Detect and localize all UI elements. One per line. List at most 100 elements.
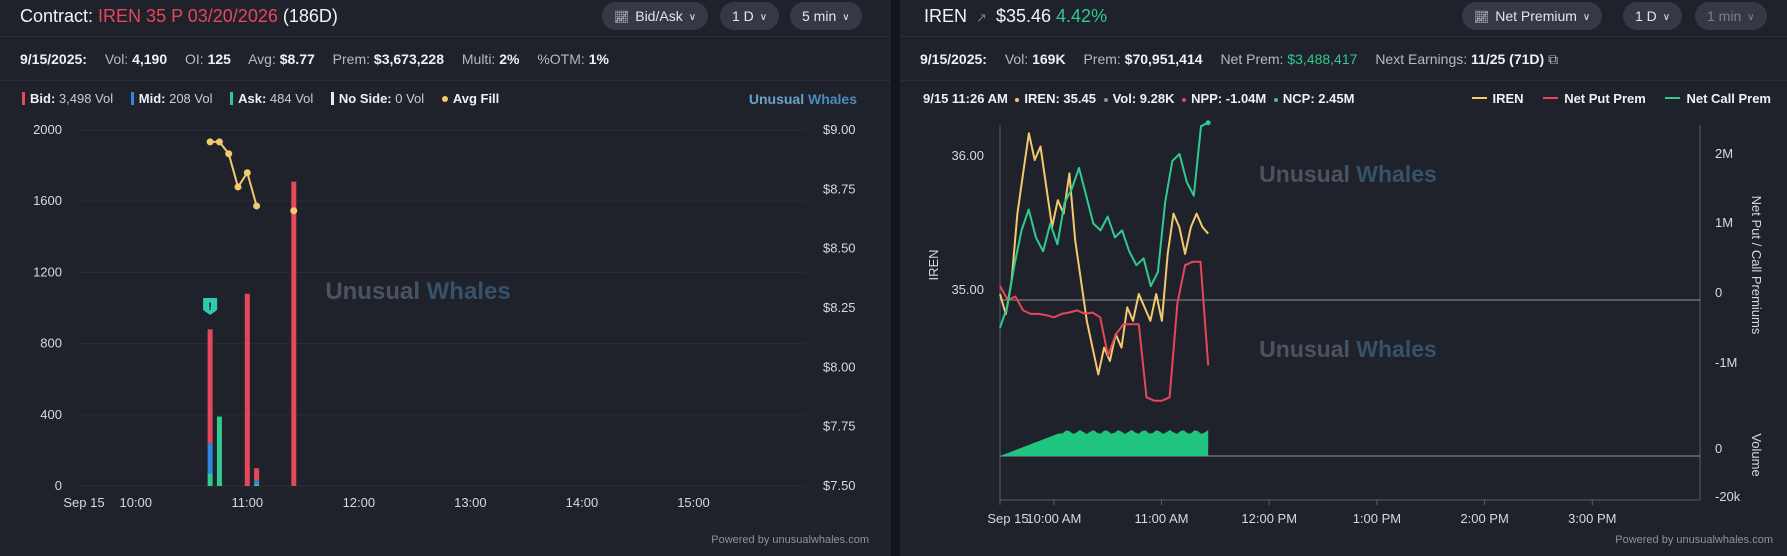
powered-by-link[interactable]: Powered by unusualwhales.com: [711, 534, 869, 546]
volume-bar-ask: [207, 473, 213, 486]
legend-name: Mid:: [138, 91, 166, 106]
stat-value: 169K: [1032, 51, 1066, 67]
contract-days-to-expiry: (186D): [282, 6, 338, 26]
price-axis-tick-label: $8.75: [823, 181, 856, 196]
legend-avg-fill[interactable]: Avg Fill: [441, 91, 499, 106]
chart-line-icon: 📈︎: [614, 10, 630, 24]
stat-avg-price: Avg: $8.77: [248, 51, 315, 67]
x-axis-tick-label: 10:00: [119, 495, 152, 510]
x-axis-tick-label: 11:00: [232, 495, 264, 510]
interval-label: 1 min: [1707, 8, 1742, 24]
stat-next-earnings[interactable]: Next Earnings: 11/25 (71D) ⧉: [1375, 51, 1558, 67]
watermark-text: Unusual Whales: [325, 278, 510, 305]
npp-dot: [1182, 98, 1187, 102]
series-legend: IREN Net Put Prem Net Call Prem: [1456, 88, 1771, 110]
iren-dot: [1015, 98, 1020, 102]
x-axis-tick-label: 13:00: [454, 495, 487, 510]
bid-ask-chart[interactable]: 2000 1600 1200 800 400 0 $9.00 $8.75 $8.50 $8.25 $…: [0, 0, 891, 556]
price-axis-tick-label: $8.25: [823, 300, 856, 315]
net-premium-chart[interactable]: 36.00 35.00 IREN 2M 1M 0 -1M Net Put / Call Pre…: [900, 0, 1787, 556]
volume-bar-bid: [254, 468, 260, 481]
legend-dot: [441, 96, 448, 102]
legend-net-put-prem[interactable]: Net Put Prem: [1543, 91, 1646, 106]
avg-fill-point: [253, 202, 261, 210]
avg-fill-point: [215, 138, 223, 146]
hover-point: [1205, 120, 1211, 126]
legend-mid[interactable]: Mid: 208 Vol: [130, 91, 212, 106]
brand-part: Whales: [807, 91, 857, 107]
stat-label: OI:: [185, 51, 204, 67]
legend-name: Net Call Prem: [1686, 91, 1771, 106]
panel-divider: [891, 0, 900, 556]
x-axis-tick-label: 12:00 PM: [1241, 511, 1297, 526]
x-axis-tick-label: 3:00 PM: [1568, 511, 1616, 526]
legend-line: [1543, 97, 1559, 99]
x-axis-tick-label: 11:00 AM: [1135, 511, 1189, 526]
stat-value: $70,951,414: [1124, 51, 1203, 67]
chart-mode-dropdown[interactable]: 📈︎ Net Premium ∨: [1462, 2, 1603, 30]
powered-by-link[interactable]: Powered by unusualwhales.com: [1615, 534, 1773, 546]
y-axis-tick-label: 2000: [33, 122, 62, 137]
legend-swatch: [230, 92, 234, 105]
ticker-header: IREN ↗ $35.46 4.42% 📈︎ Net Premium ∨ 1 D ∨ …: [900, 0, 1787, 35]
hover-iren: IREN: 35.45: [1024, 91, 1096, 106]
price-axis-tick-label: $9.00: [823, 122, 856, 137]
timeframe-dropdown[interactable]: 1 D ∨: [720, 2, 780, 30]
legend-name: Net Put Prem: [1564, 91, 1646, 106]
avg-fill-point: [225, 150, 233, 158]
x-axis-tick-label: 2:00 PM: [1460, 511, 1508, 526]
legend-bid[interactable]: Bid: 3,498 Vol: [22, 91, 113, 106]
avg-fill-point: [234, 183, 242, 191]
legend-no-side[interactable]: No Side: 0 Vol: [330, 91, 425, 106]
price-axis-tick-label: $7.75: [823, 419, 856, 434]
timeframe-label: 1 D: [1635, 8, 1657, 24]
external-link-icon[interactable]: ⧉: [1548, 51, 1559, 67]
series-line-net-put-prem: [999, 260, 1210, 402]
x-axis-tick-label: 14:00: [566, 495, 599, 510]
net-premium-panel: IREN ↗ $35.46 4.42% 📈︎ Net Premium ∨ 1 D ∨ …: [900, 0, 1787, 556]
contract-symbol[interactable]: IREN 35 P 03/20/2026: [98, 6, 278, 26]
legend-value: 484 Vol: [269, 91, 314, 106]
alert-icon: [203, 298, 218, 315]
price-axis-tick-label: $8.50: [823, 241, 856, 256]
contract-chart-panel: Contract: IREN 35 P 03/20/2026 (186D) 📈︎…: [0, 0, 891, 556]
x-axis-tick-label: Sep 15: [63, 495, 104, 510]
timeframe-dropdown[interactable]: 1 D ∨: [1623, 2, 1683, 30]
volume-bar-ask: [254, 484, 260, 486]
external-link-icon[interactable]: ↗: [976, 10, 987, 25]
stat-value: 4,190: [132, 51, 168, 67]
legend-name: Bid:: [30, 91, 56, 106]
legend-swatch: [22, 92, 25, 105]
stat-net-premium: Net Prem: $3,488,417: [1220, 51, 1357, 67]
stat-label: Next Earnings:: [1375, 51, 1468, 67]
chart-type-dropdown[interactable]: 📈︎ Bid/Ask ∨: [602, 2, 709, 30]
legend-iren[interactable]: IREN: [1471, 91, 1524, 106]
legend-value: 0 Vol: [395, 91, 425, 106]
ticker-symbol[interactable]: IREN: [924, 6, 968, 26]
stat-label: Prem:: [1083, 51, 1121, 67]
brand-part: Unusual: [748, 91, 805, 107]
interval-dropdown[interactable]: 5 min ∨: [790, 2, 862, 30]
chevron-down-icon: ∨: [688, 12, 697, 23]
stats-date: 9/15/2025:: [920, 51, 987, 67]
stat-pct-otm: %OTM: 1%: [537, 51, 609, 67]
chart-type-label: Bid/Ask: [635, 8, 683, 24]
x-axis-tick-label: 12:00: [343, 495, 376, 510]
chart-mode-label: Net Premium: [1495, 8, 1577, 24]
volume-bar-bid: [207, 329, 213, 444]
chevron-down-icon: ∨: [1747, 12, 1755, 23]
stat-value: $8.77: [279, 51, 315, 67]
legend-net-call-prem[interactable]: Net Call Prem: [1665, 91, 1771, 106]
contract-label: Contract:: [20, 6, 94, 26]
legend-ask[interactable]: Ask: 484 Vol: [230, 91, 313, 106]
ncp-dot: [1273, 98, 1278, 102]
interval-label: 5 min: [802, 8, 837, 24]
legend-line: [1471, 97, 1487, 99]
volume-bar-bid: [244, 293, 250, 486]
interval-dropdown[interactable]: 1 min ∨: [1695, 2, 1767, 30]
price-axis-tick-label: 36.00: [951, 148, 984, 163]
volume-axis-tick-label: 0: [1715, 441, 1722, 456]
ticker-stats-bar: 9/15/2025: Vol: 169K Prem: $70,951,414 N…: [900, 36, 1787, 81]
ticker-change: 4.42%: [1056, 6, 1108, 26]
contract-header: Contract: IREN 35 P 03/20/2026 (186D) 📈︎…: [0, 0, 891, 35]
